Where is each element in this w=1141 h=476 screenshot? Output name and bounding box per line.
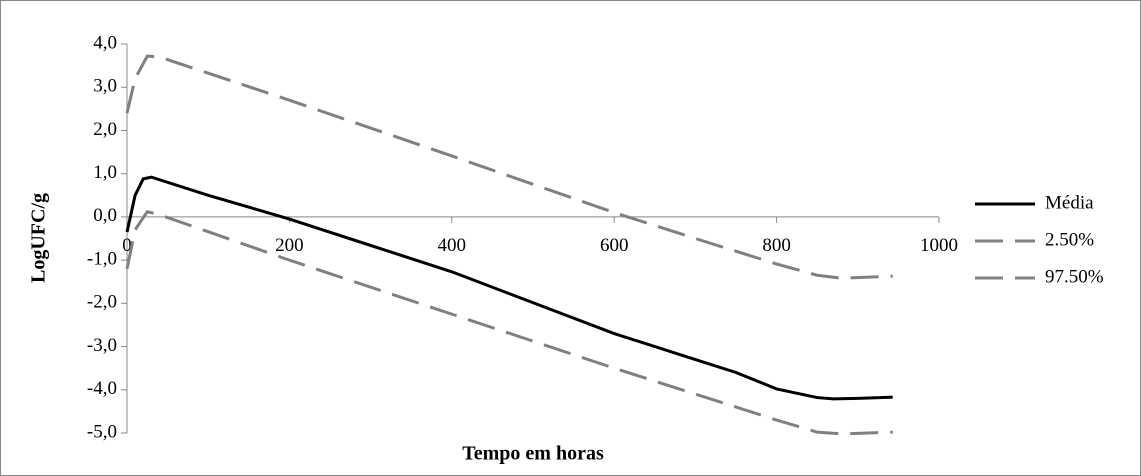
x-tick-label: 200	[275, 235, 304, 256]
x-axis-title: Tempo em horas	[462, 443, 604, 465]
x-tick-label: 400	[438, 235, 467, 256]
y-tick-label: 2,0	[93, 119, 117, 140]
legend-label: 97.50%	[1045, 266, 1104, 287]
series-line	[125, 175, 893, 401]
y-tick-label: 3,0	[93, 76, 117, 97]
legend-label: 2.50%	[1045, 229, 1094, 250]
y-tick-label: -3,0	[87, 335, 117, 356]
x-tick-label: 1000	[920, 235, 958, 256]
x-tick-label: 0	[122, 235, 132, 256]
x-tick-label: 800	[762, 235, 791, 256]
y-tick-label: 0,0	[93, 205, 117, 226]
y-tick-label: -2,0	[87, 292, 117, 313]
series-line	[125, 209, 893, 436]
y-tick-label: -5,0	[87, 421, 117, 442]
y-tick-label: 4,0	[93, 32, 117, 53]
series-line	[125, 54, 893, 280]
y-tick-label: -1,0	[87, 248, 117, 269]
y-axis-title: LogUFC/g	[28, 193, 50, 283]
y-tick-label: 1,0	[93, 162, 117, 183]
legend-label: Média	[1045, 192, 1094, 213]
y-tick-label: -4,0	[87, 378, 117, 399]
x-tick-label: 600	[600, 235, 629, 256]
